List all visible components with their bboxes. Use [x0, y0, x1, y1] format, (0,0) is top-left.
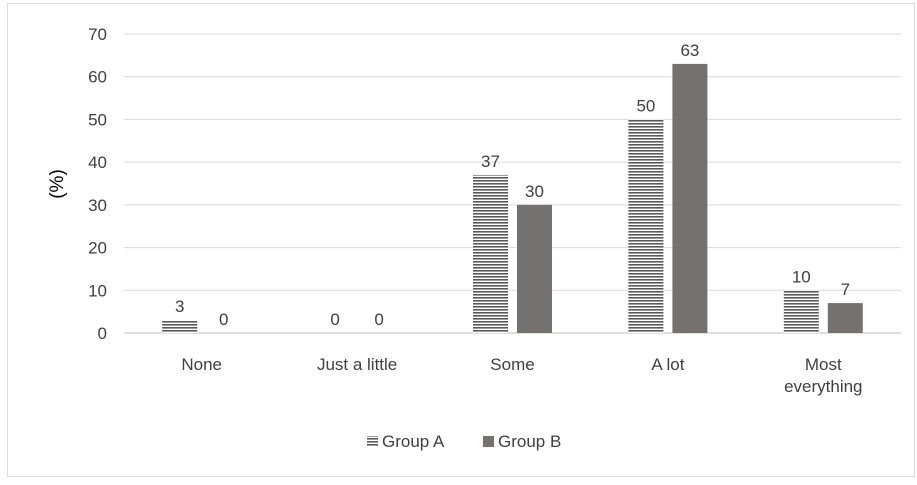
y-tick-label: 20: [88, 239, 107, 258]
data-label: 0: [219, 310, 228, 329]
y-tick-label: 50: [88, 110, 107, 129]
bar-group-a: [473, 174, 508, 333]
data-label: 10: [792, 267, 811, 286]
bar-group-a: [162, 320, 198, 333]
bar-group-b: [672, 63, 708, 334]
chart-border: [7, 3, 915, 477]
data-label: 30: [525, 182, 544, 201]
bar-group-a: [628, 119, 664, 333]
data-label: 63: [680, 41, 699, 60]
data-label: 0: [374, 310, 383, 329]
y-tick-label: 0: [98, 324, 107, 343]
data-label: 3: [175, 297, 184, 316]
legend-label: Group A: [382, 432, 445, 451]
legend-label: Group B: [498, 432, 561, 451]
bar-group-b: [517, 204, 552, 333]
y-tick-label: 70: [88, 25, 107, 44]
y-tick-label: 30: [88, 196, 107, 215]
data-label: 0: [330, 310, 339, 329]
y-axis-title: (%): [47, 169, 68, 199]
y-tick-label: 40: [88, 153, 107, 172]
bar-group-b: [827, 303, 863, 333]
y-tick-label: 10: [88, 281, 107, 300]
bar-group-a: [783, 290, 819, 333]
data-label: 37: [481, 152, 500, 171]
x-tick-label: Most everything: [784, 355, 862, 396]
legend-swatch: [483, 436, 494, 447]
y-tick-label: 60: [88, 68, 107, 87]
x-tick-label: Some: [490, 355, 534, 374]
data-label: 7: [841, 280, 850, 299]
legend: Group A Group B: [367, 432, 561, 451]
legend-swatch: [367, 436, 378, 447]
x-tick-label: A lot: [651, 355, 684, 374]
x-tick-label: None: [181, 355, 222, 374]
data-label: 50: [636, 96, 655, 115]
x-tick-label: Just a little: [317, 355, 397, 374]
